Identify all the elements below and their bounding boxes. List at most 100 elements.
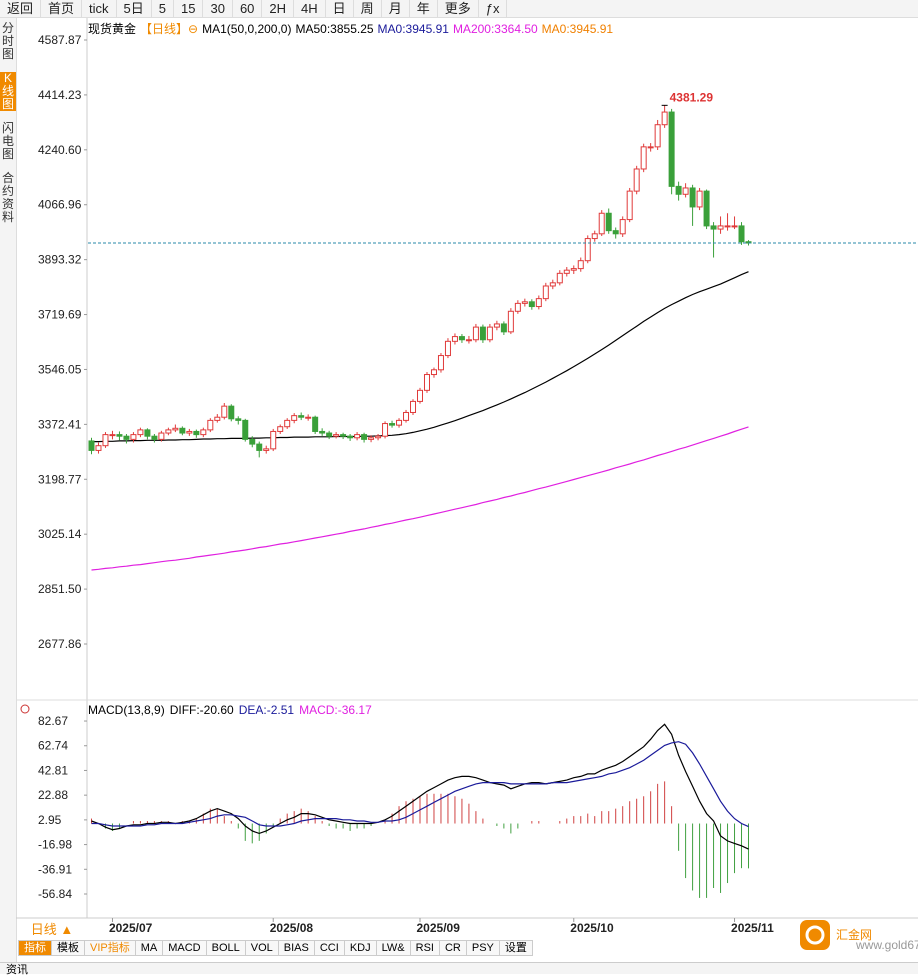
candle-body [123, 435, 130, 440]
toolbar-button[interactable]: 2H [262, 0, 295, 17]
candle-body [570, 268, 577, 271]
indicator-tab[interactable]: 设置 [499, 940, 533, 956]
candle-body [710, 225, 717, 230]
indicator-tab[interactable]: CR [439, 940, 467, 956]
toolbar-button[interactable]: 年 [410, 0, 438, 17]
toolbar-button[interactable]: ƒx [479, 0, 508, 17]
y-tick-label: 4414.23 [38, 88, 82, 102]
candle-body [186, 430, 193, 434]
period-label: 【日线】 [140, 22, 189, 36]
settings-icon[interactable] [20, 704, 30, 714]
candle-body [277, 426, 284, 432]
footer: 资讯 [0, 962, 918, 976]
candle-body [298, 415, 305, 418]
candle-body [521, 301, 528, 304]
y-tick-label: 4587.87 [38, 33, 82, 47]
toolbar-button[interactable]: 月 [382, 0, 410, 17]
candle-body [591, 233, 598, 240]
indicator-tab[interactable]: MA [135, 940, 164, 956]
collapse-icon[interactable]: ⊖ [188, 22, 199, 36]
indicator-tab[interactable]: CCI [314, 940, 345, 956]
candle-body [375, 435, 382, 439]
candle-body [703, 190, 710, 227]
period-button[interactable]: 日线 ▲ [30, 922, 74, 937]
candle-body [668, 111, 675, 187]
legend-entry: MA0:3945.91 [377, 22, 449, 36]
candle-body [340, 434, 347, 437]
toolbar-button[interactable]: tick [82, 0, 117, 17]
candle-body [368, 437, 375, 440]
candle-body [731, 225, 738, 228]
candle-body [242, 419, 249, 440]
candle-body [556, 272, 563, 284]
indicator-tab[interactable]: VOL [245, 940, 279, 956]
indicator-tab[interactable]: KDJ [344, 940, 377, 956]
indicator-tab[interactable]: 模板 [52, 940, 85, 956]
y-tick-label: -16.98 [38, 838, 72, 852]
candle-body [165, 429, 172, 434]
candle-body [88, 440, 95, 451]
side-tab[interactable]: K线图 [0, 71, 16, 111]
candle-body [528, 301, 535, 308]
legend: MA50:3855.25 MA0:3945.91 MA200:3364.50 MA0:… [295, 22, 617, 36]
logo-icon-ring [805, 925, 825, 945]
toolbar-button[interactable]: 首页 [41, 0, 83, 17]
y-tick-label: 4066.96 [38, 198, 82, 212]
toolbar-button[interactable]: 返回 [0, 0, 42, 17]
toolbar-button[interactable]: 更多 [438, 0, 479, 17]
y-tick-label: 2677.86 [38, 637, 82, 651]
candle-body [200, 429, 207, 436]
y-tick-label: 22.88 [38, 788, 68, 802]
candle-body [326, 432, 333, 437]
candle-body [675, 185, 682, 195]
legend-entry: MA0:3945.91 [541, 22, 614, 36]
macd-header: MACD(13,8,9) DIFF:-20.60 DEA:-2.51 MACD:-36… [88, 703, 382, 717]
toolbar-button[interactable]: 60 [233, 0, 263, 17]
side-tab[interactable]: 闪电图 [1, 121, 14, 161]
candle-body [95, 445, 102, 451]
indicator-tab[interactable]: RSI [410, 940, 440, 956]
indicator-tab[interactable]: VIP指标 [85, 940, 136, 956]
legend-entry: MA50:3855.25 [295, 22, 374, 36]
candle-body [584, 238, 591, 262]
indicator-tabs: 指标 模板 VIP指标 MA MACD BOLL VOL BIAS CCI KDJ LW& RSI CR… [18, 940, 533, 956]
side-tab[interactable]: 合约资料 [1, 171, 14, 224]
candle-body [354, 434, 361, 439]
toolbar-button[interactable]: 30 [203, 0, 233, 17]
indicator-tab[interactable]: PSY [466, 940, 500, 956]
candle-body [249, 438, 256, 445]
candle-body [507, 310, 514, 333]
candle-body [151, 435, 158, 440]
indicator-tab[interactable]: MACD [163, 940, 207, 956]
candle-body [347, 435, 354, 439]
candle-body [305, 416, 312, 419]
toolbar-button[interactable]: 5 [152, 0, 174, 17]
candle-body [291, 415, 298, 421]
candle-body [130, 434, 137, 440]
candle-body [486, 326, 493, 341]
indicator-tab[interactable]: LW& [376, 940, 411, 956]
candle-body [193, 430, 200, 436]
candle-body [738, 225, 745, 243]
indicator-tab[interactable]: BIAS [278, 940, 315, 956]
legend: DIFF:-20.60 DEA:-2.51 MACD:-36.17 [170, 703, 377, 717]
candle-body [221, 405, 228, 418]
indicator-tab[interactable]: 指标 [18, 940, 52, 956]
indicator-tab[interactable]: BOLL [206, 940, 246, 956]
toolbar-button[interactable]: 5日 [117, 0, 152, 17]
candle-body [514, 302, 521, 312]
macd-line [91, 723, 749, 850]
candle-body [319, 430, 326, 434]
toolbar-button[interactable]: 日 [326, 0, 354, 17]
toolbar-button[interactable]: 15 [174, 0, 204, 17]
legend-entry: MACD:-36.17 [299, 703, 372, 717]
y-tick-label: 3719.69 [38, 308, 82, 322]
macd-title: MACD(13,8,9) [88, 703, 165, 717]
toolbar-button[interactable]: 周 [354, 0, 382, 17]
logo-url: www.gold678.com [855, 938, 918, 952]
side-tab[interactable]: 分时图 [1, 21, 14, 61]
candle-body [207, 419, 214, 431]
toolbar-button[interactable]: 4H [294, 0, 326, 17]
